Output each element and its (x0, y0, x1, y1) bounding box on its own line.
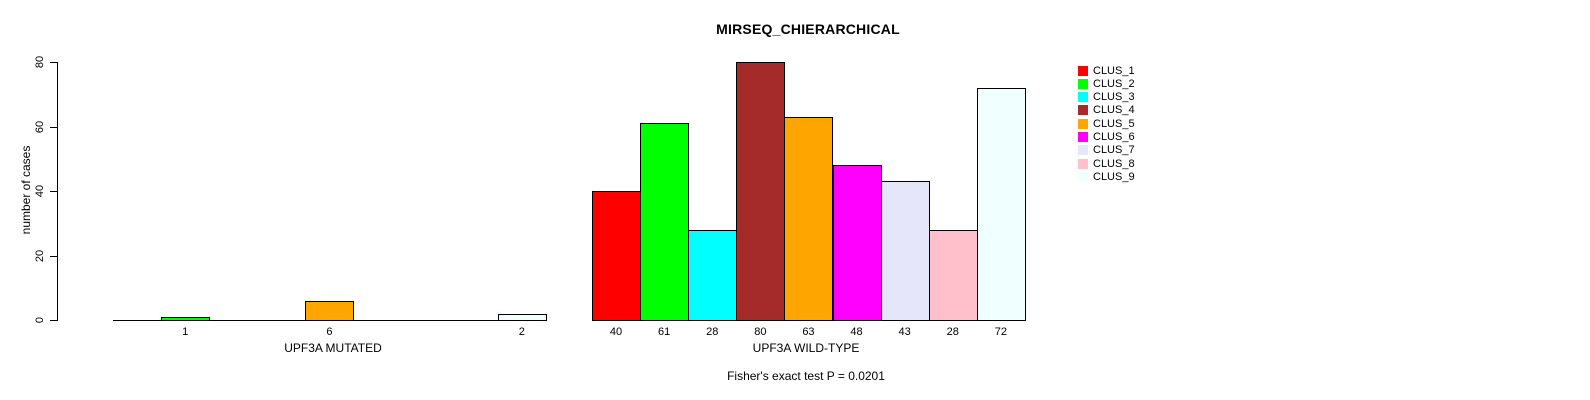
legend-item-clus_9: CLUS_9 (1078, 171, 1135, 184)
y-axis-line (57, 62, 58, 321)
bar-value-label: 40 (609, 326, 623, 338)
y-axis-tick (50, 255, 57, 257)
clus_3-swatch (1078, 92, 1088, 103)
legend-label: CLUS_9 (1093, 171, 1135, 184)
y-axis-tick-label: 60 (34, 120, 46, 133)
bar-clus_6 (832, 165, 882, 321)
clus_8-swatch (1078, 158, 1088, 169)
y-axis-tick (50, 191, 57, 192)
legend-item-clus_8: CLUS_8 (1078, 157, 1135, 170)
y-axis-tick-label: 80 (34, 55, 46, 69)
legend-label: CLUS_4 (1093, 104, 1135, 117)
bar-value-label: 1 (182, 326, 189, 338)
legend-item-clus_2: CLUS_2 (1078, 77, 1135, 90)
legend-item-clus_5: CLUS_5 (1078, 117, 1135, 130)
bar-clus_3 (688, 229, 738, 321)
legend-item-clus_3: CLUS_3 (1078, 91, 1135, 104)
bar-clus_2 (640, 123, 690, 321)
legend-label: CLUS_1 (1093, 64, 1135, 77)
clus_4-swatch (1078, 105, 1088, 116)
group-label-wild-type: UPF3A WILD-TYPE (752, 341, 860, 355)
group-label-mutated: UPF3A MUTATED (284, 341, 382, 355)
y-axis-tick (50, 126, 57, 128)
bar-clus_5 (784, 116, 834, 321)
bar-value-label: 48 (850, 326, 863, 338)
bar-value-label: 6 (326, 326, 333, 338)
y-axis-label: number of cases (19, 145, 33, 235)
bar-clus_2 (161, 316, 211, 321)
y-axis-tick-label: 20 (34, 249, 46, 262)
legend-label: CLUS_5 (1093, 117, 1135, 130)
clus_6-swatch (1078, 132, 1088, 143)
bar-clus_8 (928, 229, 978, 321)
legend-item-clus_4: CLUS_4 (1078, 104, 1135, 117)
bar-clus_9 (976, 87, 1026, 321)
clus_5-swatch (1078, 118, 1088, 129)
bar-clus_1 (592, 191, 642, 321)
y-axis-tick (50, 320, 57, 321)
legend-label: CLUS_8 (1093, 157, 1135, 170)
bar-value-label: 80 (754, 326, 767, 338)
clus_2-swatch (1078, 78, 1088, 89)
clus_1-swatch (1078, 65, 1088, 76)
y-axis-tick-label: 40 (34, 184, 46, 198)
bar-value-label: 61 (658, 326, 671, 338)
legend-item-clus_6: CLUS_6 (1078, 131, 1135, 144)
legend-item-clus_1: CLUS_1 (1078, 64, 1135, 77)
clus_9-swatch (1078, 172, 1088, 183)
bar-clus_7 (880, 181, 930, 321)
legend-item-clus_7: CLUS_7 (1078, 144, 1135, 157)
bar-value-label: 43 (898, 326, 911, 338)
bar-value-label: 2 (518, 326, 525, 338)
legend-label: CLUS_2 (1093, 77, 1135, 90)
clus_7-swatch (1078, 145, 1088, 156)
bar-clus_9 (497, 313, 547, 321)
bar-value-label: 28 (706, 326, 719, 338)
legend-label: CLUS_7 (1093, 144, 1135, 157)
legend: CLUS_1 CLUS_2 CLUS_3 CLUS_4 CLUS_5 CLUS_6 CLUS… (1078, 0, 1278, 400)
y-axis-tick-label: 0 (34, 316, 46, 324)
bar-value-label: 28 (946, 326, 959, 338)
bar-value-label: 63 (802, 326, 815, 338)
fisher-test-annotation: Fisher's exact test P = 0.0201 (727, 369, 885, 383)
bar-clus_5 (305, 300, 355, 321)
bar-clus_4 (736, 62, 786, 321)
chart-title: MIRSEQ_CHIERARCHICAL (716, 21, 900, 37)
legend-label: CLUS_6 (1093, 131, 1135, 144)
legend-label: CLUS_3 (1093, 91, 1135, 104)
bar-value-label: 72 (994, 326, 1007, 338)
y-axis-tick (50, 62, 57, 63)
